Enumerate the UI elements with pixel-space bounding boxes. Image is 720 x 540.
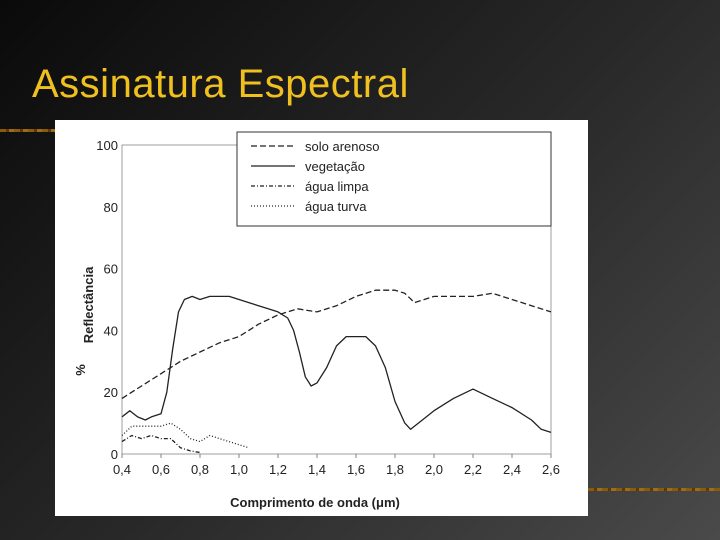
spectral-signature-figure: 0,4 0,6 0,8 1,0 1,2 1,4 1,6 1,8 2,0 2,2 2,4 2,6 0 20 4… xyxy=(55,120,588,516)
legend-label: vegetação xyxy=(305,159,365,174)
decorative-rule-left xyxy=(0,129,55,132)
legend-label: água turva xyxy=(305,199,367,214)
x-tick-label: 0,8 xyxy=(191,462,209,477)
x-tick-label: 2,2 xyxy=(464,462,482,477)
legend-box xyxy=(236,131,552,227)
x-tick-label: 1,8 xyxy=(386,462,404,477)
series-line-água-limpa xyxy=(121,434,201,454)
spectral-chart: 0,4 0,6 0,8 1,0 1,2 1,4 1,6 1,8 2,0 2,2 2,4 2,6 0 20 4… xyxy=(73,131,560,510)
series-line-vegetação xyxy=(121,295,552,434)
y-tick-label: 20 xyxy=(104,385,118,400)
legend-label: água limpa xyxy=(305,179,369,194)
series-line-água-turva xyxy=(121,422,249,449)
y-tick-label: 0 xyxy=(111,447,118,462)
x-tick-label: 2,0 xyxy=(425,462,443,477)
x-tick-label: 1,4 xyxy=(308,462,326,477)
decorative-rule-right xyxy=(588,488,720,491)
x-axis-label: Comprimento de onda (μm) xyxy=(230,495,400,510)
y-tick-label: 80 xyxy=(104,200,118,215)
y-tick-label: 40 xyxy=(104,323,118,338)
y-axis-unit: % xyxy=(73,364,88,376)
x-tick-label: 1,6 xyxy=(347,462,365,477)
x-tick-label: 1,0 xyxy=(230,462,248,477)
x-tick-label: 2,4 xyxy=(503,462,521,477)
series-line-solo-arenoso xyxy=(121,289,552,399)
slide-title: Assinatura Espectral xyxy=(32,62,409,106)
x-tick-label: 0,6 xyxy=(152,462,170,477)
x-tick-label: 0,4 xyxy=(113,462,131,477)
legend-label: solo arenoso xyxy=(305,139,379,154)
y-tick-label: 60 xyxy=(104,262,118,277)
x-tick-label: 2,6 xyxy=(542,462,560,477)
x-tick-label: 1,2 xyxy=(269,462,287,477)
y-axis-label: Reflectância xyxy=(81,266,96,343)
y-tick-label: 100 xyxy=(96,138,118,153)
